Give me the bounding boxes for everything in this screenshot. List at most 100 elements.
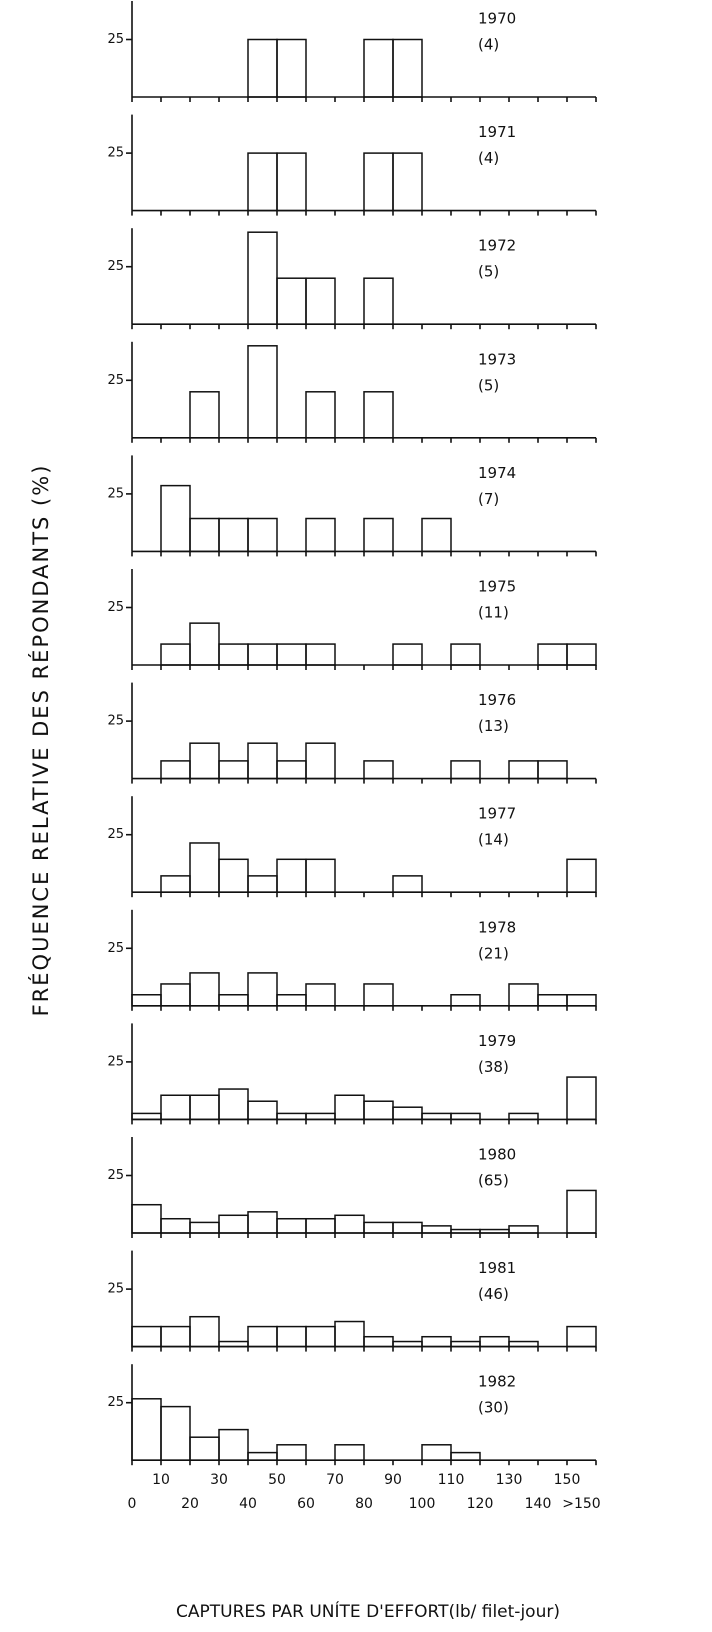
x-tick-label: 120 [467,1496,494,1512]
bar [363,760,394,780]
bar [189,1315,220,1348]
bar [537,760,568,780]
bar [218,643,249,666]
bar [131,1398,162,1461]
bar [392,1221,423,1234]
bar [508,983,539,1007]
bar [189,391,220,439]
bar [305,983,336,1007]
bar [508,1225,539,1234]
bar [305,1217,336,1234]
bar [247,1451,278,1461]
bar [276,277,307,325]
bar [189,972,220,1007]
bar [363,1100,394,1121]
bar [305,858,336,893]
x-tick-label: 100 [409,1496,436,1512]
bar [218,1428,249,1461]
bar [305,277,336,325]
bar [218,760,249,780]
bar [450,1228,481,1234]
bar [218,858,249,893]
bar [334,1320,365,1348]
bar [247,38,278,98]
bar [421,517,452,553]
bar [566,643,597,666]
bar [363,38,394,98]
bar [218,1088,249,1121]
panel-count: (21) [478,944,509,962]
bar [334,1094,365,1121]
x-tick-label: 70 [326,1472,344,1488]
bar [218,994,249,1007]
bar [305,517,336,553]
panel-count: (14) [478,831,509,849]
bar [363,983,394,1007]
panel-year: 1981 [478,1259,516,1277]
bar [566,1076,597,1121]
bar [363,1335,394,1348]
y-tick-label: 25 [107,486,124,501]
bar [160,875,191,893]
bar [276,1325,307,1348]
x-tick-label: >150 [562,1496,600,1512]
y-tick-label: 25 [107,1168,124,1183]
bar [160,484,191,553]
panel-year: 1976 [478,691,516,709]
bar [305,1325,336,1348]
bar [131,994,162,1007]
bar [508,760,539,780]
bar [247,517,278,553]
bar [537,994,568,1007]
bar [160,760,191,780]
panel-count: (46) [478,1285,509,1303]
bar [276,760,307,780]
bar [421,1444,452,1461]
y-tick-label: 25 [107,1395,124,1410]
y-tick-label: 25 [107,373,124,388]
x-tick-label: 130 [496,1472,523,1488]
bar [189,622,220,666]
bar [247,152,278,212]
panel-year: 1980 [478,1146,516,1164]
panel-year: 1970 [478,10,516,28]
bar [508,1340,539,1348]
bar [305,1112,336,1121]
bar [392,643,423,666]
y-tick-label: 25 [107,941,124,956]
bar [276,643,307,666]
x-tick-label: 40 [239,1496,257,1512]
panel-year: 1982 [478,1373,516,1391]
bar [160,1094,191,1121]
panel-year: 1979 [478,1032,516,1050]
bar [189,517,220,553]
bar [247,1100,278,1121]
bar [276,1217,307,1234]
bar [189,1436,220,1461]
panel-count: (4) [478,36,499,54]
x-axis-label: CAPTURES PAR UNÍTE D'EFFORT(lb/ filet-jo… [176,1600,560,1622]
panel-count: (4) [478,149,499,167]
bar [247,1325,278,1348]
y-tick-label: 25 [107,32,124,47]
bar [131,1325,162,1348]
panel-count: (38) [478,1058,509,1076]
bar [276,1444,307,1461]
x-tick-label: 140 [525,1496,552,1512]
bar [247,231,278,325]
panel-count: (5) [478,263,499,281]
bar [450,760,481,780]
bar [247,345,278,439]
bar [160,983,191,1007]
panel-year: 1971 [478,123,516,141]
bar [363,277,394,325]
x-tick-label: 90 [384,1472,402,1488]
y-tick-label: 25 [107,714,124,729]
bar [450,1451,481,1461]
y-tick-label: 25 [107,600,124,615]
panel-year: 1977 [478,805,516,823]
bar [189,742,220,780]
bar [392,152,423,212]
y-tick-label: 25 [107,827,124,842]
bar [334,1214,365,1234]
